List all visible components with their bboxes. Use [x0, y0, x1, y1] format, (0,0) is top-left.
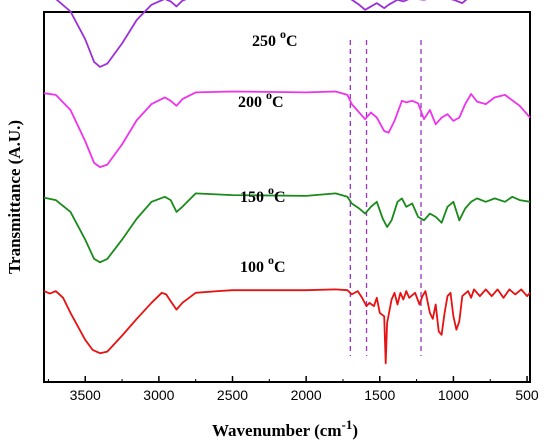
series-line-250	[55, 0, 468, 68]
series-label-degree: o	[268, 253, 274, 267]
x-tick-label-500: 500	[515, 387, 539, 403]
series-line-200	[43, 90, 531, 168]
x-tick-label-2500: 2500	[217, 387, 248, 403]
series-label-200: 200 oC	[238, 88, 284, 111]
series-label-unit: C	[272, 94, 284, 111]
series-label-degree: o	[266, 88, 272, 102]
series-line-150	[43, 192, 531, 264]
series-label-value: 100	[240, 259, 268, 276]
x-axis-label-main: Wavenumber (cm	[212, 421, 342, 440]
x-tick-label-1000: 1000	[438, 387, 469, 403]
plot-frame	[43, 11, 531, 383]
series-label-degree: o	[280, 27, 286, 41]
series-label-100: 100 oC	[240, 253, 286, 276]
series-label-unit: C	[286, 33, 298, 50]
series-label-250: 250 oC	[252, 27, 298, 50]
x-tick-label-3500: 3500	[70, 387, 101, 403]
x-axis-label: Wavenumber (cm-1)	[212, 417, 358, 440]
series-label-150: 150 oC	[240, 183, 286, 206]
x-tick-label-2000: 2000	[291, 387, 322, 403]
y-axis-label: Transmittance (A.U.)	[5, 120, 24, 274]
series-label-value: 250	[252, 33, 280, 50]
series-line-100	[43, 288, 531, 365]
series-label-unit: C	[274, 259, 286, 276]
series-label-unit: C	[274, 189, 286, 206]
x-tick-label-3000: 3000	[143, 387, 174, 403]
reference-lines	[349, 40, 422, 356]
x-axis-label-superscript: -1	[342, 417, 353, 432]
x-tick-label-1500: 1500	[364, 387, 395, 403]
series-label-value: 200	[238, 94, 266, 111]
x-axis: 3500 3000 2500 2000 1500 1000 500	[47, 376, 539, 403]
x-axis-label-suffix: )	[352, 421, 358, 440]
series-label-degree: o	[268, 183, 274, 197]
series-lines	[43, 0, 531, 365]
series-label-value: 150	[240, 189, 268, 206]
